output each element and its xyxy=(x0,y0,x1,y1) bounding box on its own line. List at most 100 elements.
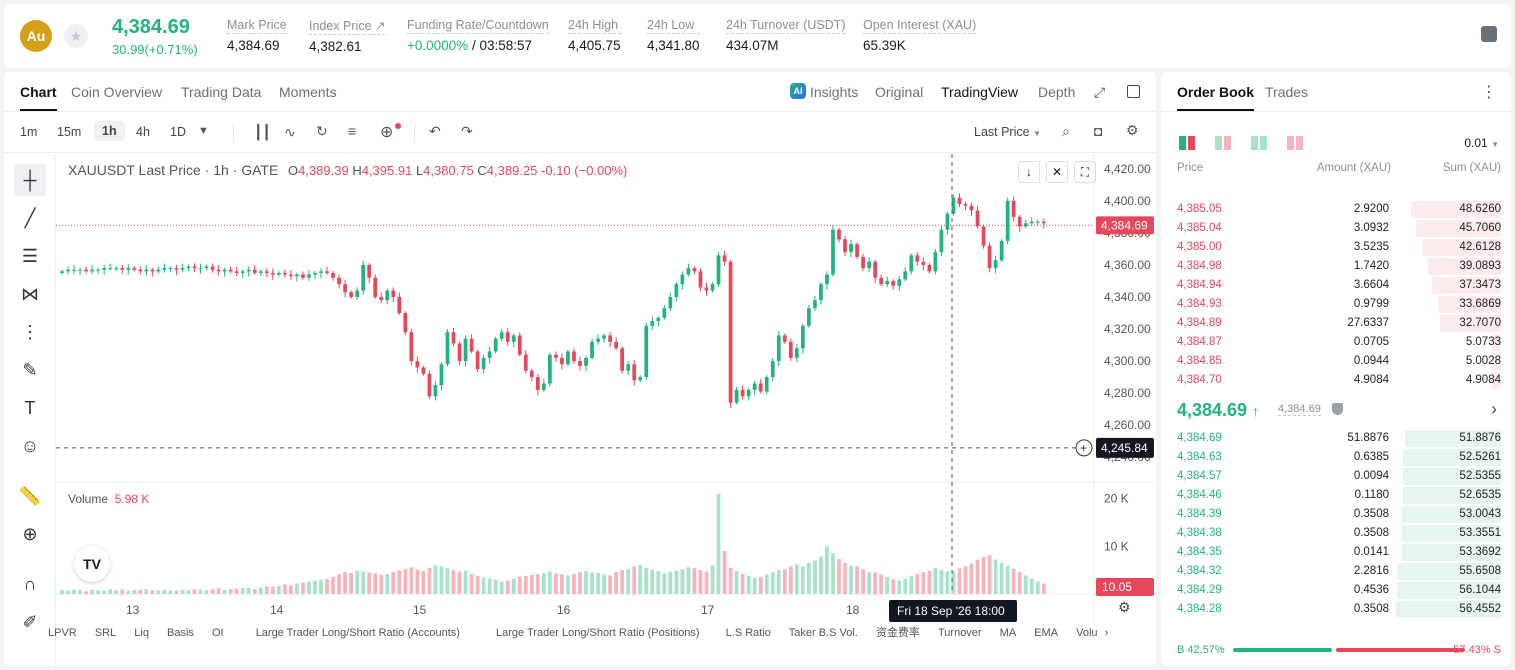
indicator-volume[interactable]: Volu xyxy=(1076,627,1098,639)
volume-bar xyxy=(927,570,932,594)
tab-trading-data[interactable]: Trading Data xyxy=(181,84,262,100)
bid-row[interactable]: 4,384.29 0.4536 56.1044 xyxy=(1161,581,1511,600)
ask-row[interactable]: 4,384.87 0.0705 5.0733 xyxy=(1161,333,1511,352)
bid-row[interactable]: 4,384.32 2.2816 55.6508 xyxy=(1161,562,1511,581)
candle-body xyxy=(632,364,637,381)
text-tool-icon[interactable]: T xyxy=(24,397,36,418)
ask-row[interactable]: 4,384.85 0.0944 5.0028 xyxy=(1161,352,1511,371)
volume-bar xyxy=(776,570,781,594)
indicator-basis[interactable]: Basis xyxy=(167,627,194,639)
book-icon[interactable] xyxy=(1481,26,1497,42)
search-icon[interactable]: ⌕ xyxy=(1062,123,1070,139)
indicator-lpvr[interactable]: LPVR xyxy=(48,627,77,639)
collapse-icon[interactable]: ✕ xyxy=(1046,161,1068,183)
both-sides-icon[interactable] xyxy=(1179,136,1195,150)
bid-row[interactable]: 4,384.46 0.1180 52.6535 xyxy=(1161,486,1511,505)
tab-order-book[interactable]: Order Book xyxy=(1177,84,1255,111)
favorite-star-icon[interactable]: ★ xyxy=(64,24,88,48)
more-icon[interactable]: ⋮ xyxy=(1481,84,1497,101)
price-source-select[interactable]: Last Price ▼ xyxy=(974,125,1041,139)
tab-chart[interactable]: Chart xyxy=(20,84,57,111)
bid-row[interactable]: 4,384.63 0.6385 52.5261 xyxy=(1161,448,1511,467)
add-indicator-icon[interactable]: ⊕ xyxy=(380,124,394,141)
view-insights[interactable]: Insights xyxy=(810,84,859,100)
indicator-ema[interactable]: EMA xyxy=(1034,627,1059,639)
ask-row[interactable]: 4,385.00 3.5235 42.6128 xyxy=(1161,238,1511,257)
indicator-srl[interactable]: SRL xyxy=(94,627,117,639)
indicator-ma[interactable]: MA xyxy=(999,627,1017,639)
settings-icon[interactable]: ⚙ xyxy=(1118,599,1131,615)
mid-mark-price[interactable]: 4,384.69 xyxy=(1278,403,1321,416)
indicator-oi[interactable]: OI xyxy=(212,627,224,639)
tab-moments[interactable]: Moments xyxy=(279,84,337,100)
arrow-down-icon[interactable]: ↓ xyxy=(1018,161,1040,183)
candle-type-icon[interactable]: ┃┃ xyxy=(254,124,271,140)
indicator-ls-ratio[interactable]: L.S Ratio xyxy=(725,627,771,639)
bid-row[interactable]: 4,384.69 51.8876 51.8876 xyxy=(1161,429,1511,448)
chevron-right-icon[interactable]: › xyxy=(1491,399,1497,419)
camera-icon[interactable]: ◘ xyxy=(1094,123,1103,139)
chart-area[interactable]: 4,420.004,400.004,380.004,360.004,340.00… xyxy=(56,154,1156,666)
timeframe-15m[interactable]: 15m xyxy=(57,125,82,139)
asks-only-icon[interactable] xyxy=(1287,136,1303,150)
depth-bar xyxy=(1491,372,1501,389)
indicator-ls-accounts[interactable]: Large Trader Long/Short Ratio (Accounts) xyxy=(255,627,460,639)
ask-row[interactable]: 4,384.70 4.9084 4.9084 xyxy=(1161,371,1511,390)
crosshair-time-tag xyxy=(889,600,1017,622)
timeframe-4h[interactable]: 4h xyxy=(136,125,150,139)
candle-body xyxy=(397,296,402,313)
redo-icon[interactable]: ↷ xyxy=(461,123,473,139)
stat-index-price[interactable]: Index Price ↗ 4,382.61 xyxy=(309,19,386,54)
view-tradingview[interactable]: TradingView xyxy=(941,84,1019,100)
tab-coin-overview[interactable]: Coin Overview xyxy=(71,84,163,100)
gear-icon[interactable]: ⚙ xyxy=(1126,122,1139,138)
indicator-turnover[interactable]: Turnover xyxy=(937,627,982,639)
ask-row[interactable]: 4,384.94 3.6604 37.3473 xyxy=(1161,276,1511,295)
pattern-tool-icon[interactable]: ⋈ xyxy=(21,283,39,304)
tab-trades[interactable]: Trades xyxy=(1265,84,1309,100)
bid-row[interactable]: 4,384.28 0.3508 56.4552 xyxy=(1161,600,1511,619)
volume-bar xyxy=(614,572,619,594)
bid-row[interactable]: 4,384.39 0.3508 53.0043 xyxy=(1161,505,1511,524)
bid-row[interactable]: 4,384.57 0.0094 52.5355 xyxy=(1161,467,1511,486)
precision-select[interactable]: 0.01 ▼ xyxy=(1464,136,1499,150)
template-icon[interactable]: ≡ xyxy=(348,123,357,139)
magnet-tool-icon[interactable]: ∩ xyxy=(23,573,37,594)
fullscreen-icon[interactable]: ⛶ xyxy=(1074,161,1096,183)
view-depth[interactable]: Depth xyxy=(1038,84,1076,100)
expand-icon[interactable]: ⤢ xyxy=(1094,84,1106,100)
timeframe-dropdown-icon[interactable]: ▼ xyxy=(198,125,209,137)
bids-only-icon[interactable] xyxy=(1251,136,1267,150)
ask-row[interactable]: 4,384.93 0.9799 33.6869 xyxy=(1161,295,1511,314)
bid-row[interactable]: 4,384.38 0.3508 53.3551 xyxy=(1161,524,1511,543)
indicator-funding[interactable]: 资金费率 xyxy=(875,627,920,639)
refresh-icon[interactable]: ↻ xyxy=(316,123,328,139)
pencil-lock-tool-icon[interactable]: ✐ xyxy=(22,611,38,632)
timeframe-1d[interactable]: 1D xyxy=(170,125,186,139)
emoji-tool-icon[interactable]: ☺ xyxy=(20,435,40,456)
ruler-tool-icon[interactable]: 📏 xyxy=(18,485,42,506)
timeframe-1h[interactable]: 1h xyxy=(94,121,125,141)
price-chart[interactable]: 4,420.004,400.004,380.004,360.004,340.00… xyxy=(56,154,1156,624)
indicators-icon[interactable]: ∿ xyxy=(284,124,296,140)
brush-tool-icon[interactable]: ✎ xyxy=(22,359,38,380)
fib-tool-icon[interactable]: ⋮ xyxy=(21,321,39,342)
undo-icon[interactable]: ↶ xyxy=(429,123,441,139)
ask-row[interactable]: 4,384.89 27.6337 32.7070 xyxy=(1161,314,1511,333)
timeframe-1m[interactable]: 1m xyxy=(20,125,38,139)
ask-row[interactable]: 4,384.98 1.7420 39.0893 xyxy=(1161,257,1511,276)
chevron-right-icon[interactable]: › xyxy=(1104,627,1109,639)
view-original[interactable]: Original xyxy=(875,84,924,100)
window-icon[interactable] xyxy=(1127,85,1140,98)
ask-row[interactable]: 4,385.04 3.0932 45.7060 xyxy=(1161,219,1511,238)
ask-row[interactable]: 4,385.05 2.9200 48.6260 xyxy=(1161,200,1511,219)
zoom-in-tool-icon[interactable]: ⊕ xyxy=(22,523,38,544)
indicator-taker-bs[interactable]: Taker B.S Vol. xyxy=(788,627,858,639)
crosshair-tool-icon[interactable]: ┼ xyxy=(14,164,46,196)
indicator-ls-positions[interactable]: Large Trader Long/Short Ratio (Positions… xyxy=(495,627,700,639)
horizontal-lines-tool-icon[interactable]: ☰ xyxy=(21,245,39,266)
indicator-liq[interactable]: Liq xyxy=(134,627,149,639)
mixed-view-icon[interactable] xyxy=(1215,136,1231,150)
trendline-tool-icon[interactable]: ╱ xyxy=(24,207,36,228)
bid-row[interactable]: 4,384.35 0.0141 53.3692 xyxy=(1161,543,1511,562)
